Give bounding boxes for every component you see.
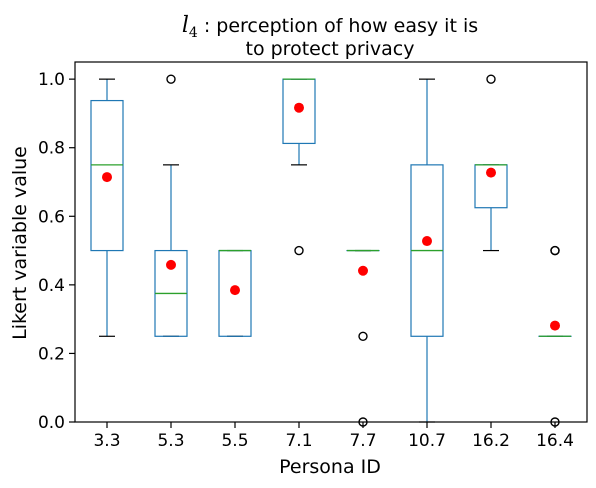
x-tick-label: 7.1 (285, 431, 312, 451)
outlier-point (166, 74, 176, 84)
y-tick-label: 0.0 (38, 413, 65, 433)
y-tick-label: 0.8 (38, 139, 65, 159)
mean-point (102, 172, 112, 183)
x-tick-label: 5.3 (157, 431, 184, 451)
chart-title: l4 : perception of how easy it is to pro… (182, 13, 478, 60)
plot-frame (74, 61, 588, 423)
y-tick-label: 1.0 (38, 70, 65, 90)
mean-point (486, 167, 496, 178)
plot-area (90, 74, 572, 427)
title-math-symbol: l (182, 13, 189, 38)
x-tick-label: 3.3 (93, 431, 120, 451)
box-group-5.5 (218, 249, 252, 337)
mean-point (166, 259, 176, 270)
box-group-16.2 (474, 74, 508, 252)
title-line-1-text: : perception of how easy it is (198, 15, 478, 37)
y-tick-label: 0.2 (38, 344, 65, 364)
title-math-subscript: 4 (189, 25, 198, 41)
title-line-2: to protect privacy (246, 38, 415, 60)
box-group-5.3 (154, 74, 188, 337)
box-group-7.1 (282, 78, 316, 256)
mean-point (358, 265, 368, 276)
y-axis-label: Likert variable value (9, 146, 31, 340)
axes: 0.0 0.2 0.4 0.6 0.8 1.0 3.3 5.3 5.5 7.1 7.7 10.7 16.… (38, 61, 588, 451)
x-tick-label: 5.5 (221, 431, 248, 451)
x-tick-label: 16.4 (536, 431, 574, 451)
x-axis-label: Persona ID (279, 456, 381, 478)
x-tick-label: 10.7 (408, 431, 446, 451)
outlier-point (486, 74, 496, 84)
mean-point (294, 102, 304, 113)
box-group-3.3 (90, 78, 124, 337)
mean-point (422, 236, 432, 247)
y-tick-label: 0.4 (38, 276, 65, 296)
box-group-10.7 (410, 78, 444, 423)
y-tick-label: 0.6 (38, 207, 65, 227)
outlier-point (294, 245, 304, 256)
outlier-point (550, 245, 560, 256)
mean-point (550, 320, 560, 331)
box-group-7.7 (346, 249, 380, 427)
iqr-box (90, 99, 124, 252)
mean-point (230, 285, 240, 296)
x-tick-label: 7.7 (349, 431, 376, 451)
x-tick-label: 16.2 (472, 431, 510, 451)
box-group-16.4 (538, 245, 572, 427)
outlier-point (358, 331, 368, 341)
title-line-1: l4 : perception of how easy it is (182, 13, 478, 41)
